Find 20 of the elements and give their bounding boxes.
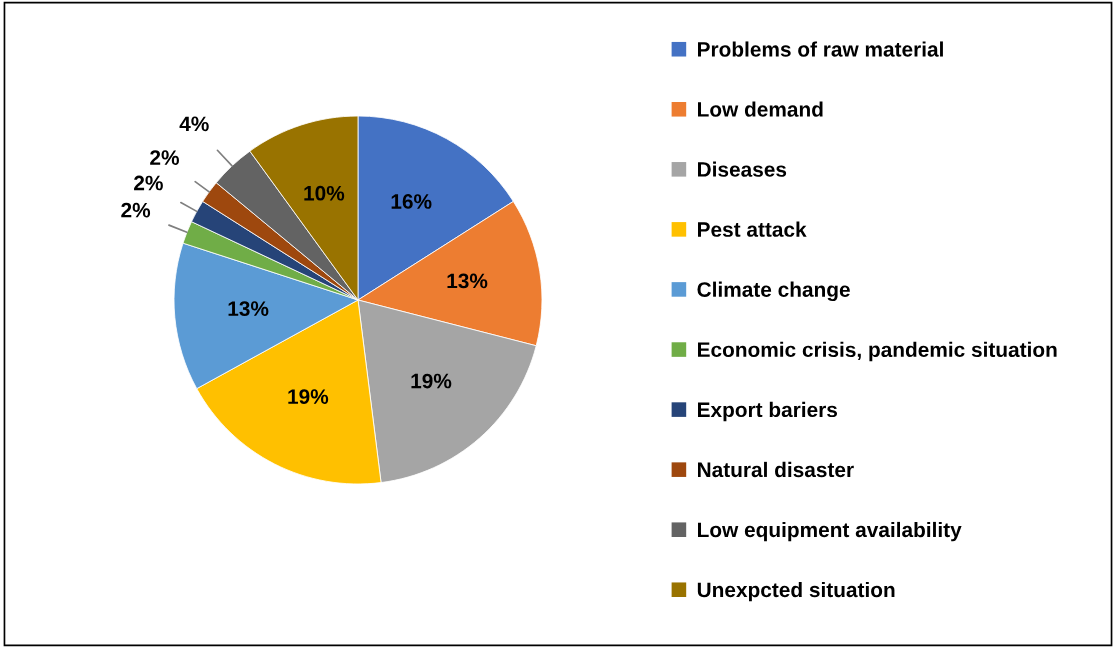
data-label: 16%	[391, 194, 432, 209]
data-label: 2%	[150, 150, 179, 165]
legend-label: Problems of raw material	[698, 41, 943, 57]
legend-label: Climate change	[697, 281, 850, 302]
data-label: 2%	[121, 202, 151, 218]
legend-label: Export bariers	[698, 401, 838, 422]
data-label: 2%	[134, 175, 163, 191]
legend-label: Unexpcted situation	[697, 581, 895, 602]
data-label: 13%	[447, 273, 488, 289]
legend-label: Pest attack	[698, 221, 807, 237]
data-label: 10%	[304, 185, 345, 201]
legend-label: Natural disaster	[698, 461, 854, 478]
legend-label: Diseases	[698, 161, 787, 177]
data-label: 13%	[228, 301, 269, 317]
data-label: 19%	[411, 373, 452, 389]
data-label: 19%	[288, 389, 329, 404]
legend-label: Economic crisis, pandemic situation	[698, 341, 1057, 362]
legend-label: Low equipment availability	[698, 521, 962, 542]
legend-label: Low demand	[698, 101, 823, 117]
data-label: 4%	[179, 116, 209, 132]
